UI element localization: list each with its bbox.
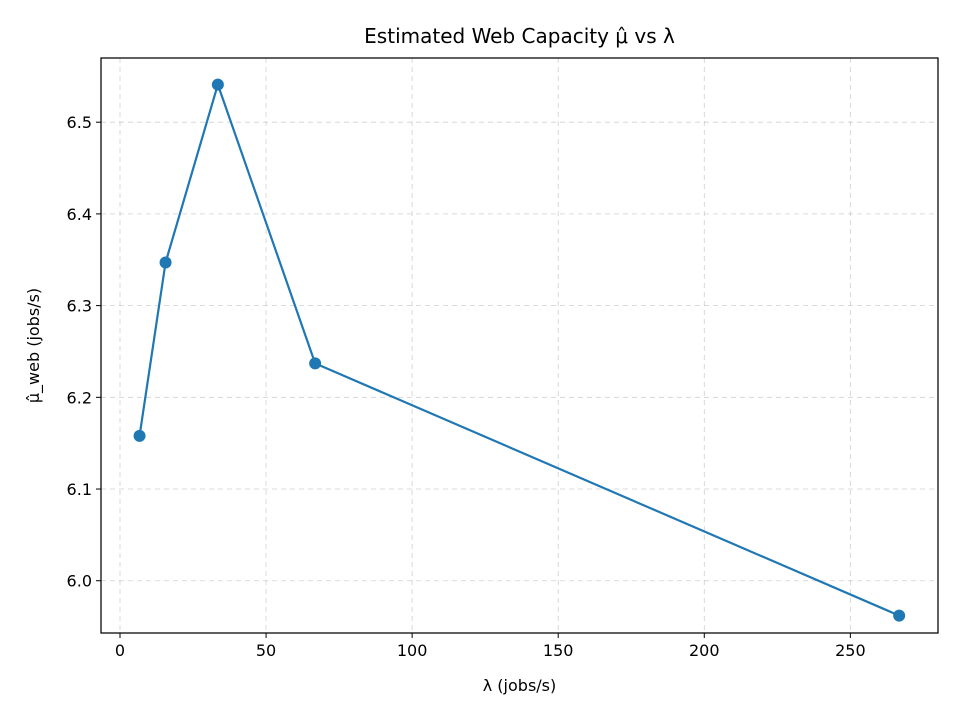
chart-title: Estimated Web Capacity μ̂ vs λ xyxy=(364,24,675,48)
x-axis-label: λ (jobs/s) xyxy=(483,676,557,695)
series-layer xyxy=(133,78,906,622)
x-tick-label: 50 xyxy=(256,641,276,660)
y-axis-label: μ̂_web (jobs/s) xyxy=(24,288,44,403)
data-point xyxy=(211,78,224,91)
data-point xyxy=(159,256,172,269)
y-tick-label: 6.2 xyxy=(67,388,92,407)
data-point xyxy=(309,357,322,370)
x-tick-label: 0 xyxy=(115,641,125,660)
x-tick-label: 250 xyxy=(835,641,866,660)
y-tick-label: 6.5 xyxy=(67,113,92,132)
plot-frame xyxy=(100,57,939,634)
y-tick-label: 6.3 xyxy=(67,297,92,316)
axis-ticks: 0 50 100 150 200 250 6.0 6.1 6.2 6.3 6.4 6.5 xyxy=(67,113,866,660)
grid xyxy=(101,58,938,633)
x-tick-label: 200 xyxy=(689,641,720,660)
y-tick-label: 6.4 xyxy=(67,205,92,224)
data-point xyxy=(893,609,906,622)
y-tick-label: 6.1 xyxy=(67,480,92,499)
data-point xyxy=(133,429,146,442)
x-tick-label: 100 xyxy=(397,641,428,660)
x-tick-label: 150 xyxy=(543,641,574,660)
y-tick-label: 6.0 xyxy=(67,572,92,591)
